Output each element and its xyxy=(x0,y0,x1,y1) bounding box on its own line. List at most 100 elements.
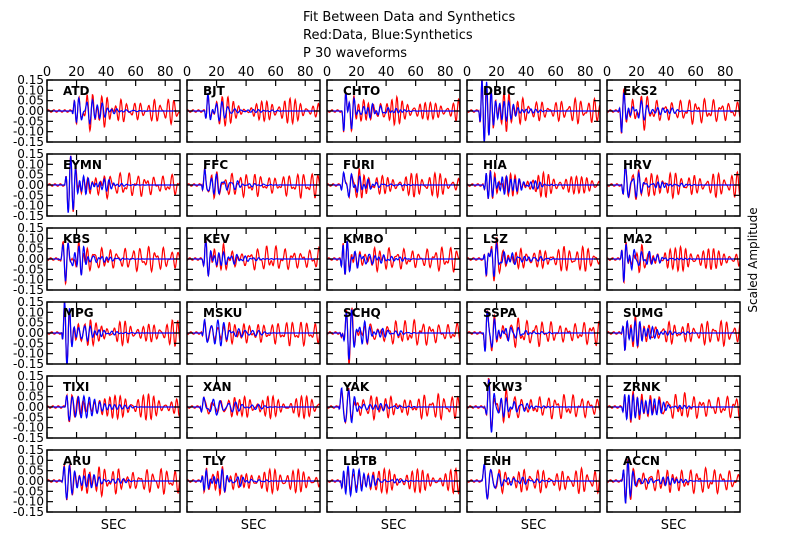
station-label: BJT xyxy=(203,84,226,98)
station-label: KBS xyxy=(63,232,90,246)
station-label: SSPA xyxy=(483,306,517,320)
panel-eymn: EYMN 0.150.100.050.00-0.05-0.10-0.15 xyxy=(13,147,181,223)
panel-ma2: MA2 xyxy=(606,227,741,291)
panel-schq: SCHQ xyxy=(326,301,461,365)
x-tick-label: 80 xyxy=(577,65,594,80)
station-label: MA2 xyxy=(623,232,653,246)
synthetics-trace xyxy=(47,394,180,422)
x-tick-label: 60 xyxy=(687,65,704,80)
y-tick-label: 0.00 xyxy=(17,104,44,118)
x-tick-label: 40 xyxy=(238,65,255,80)
x-tick-label: 40 xyxy=(98,65,115,80)
synthetics-trace xyxy=(607,243,740,283)
x-tick-label: 60 xyxy=(547,65,564,80)
station-label: ACCN xyxy=(623,454,660,468)
panel-lbtb: LBTB SEC xyxy=(326,449,461,533)
y-tick-label: 0.15 xyxy=(17,73,44,87)
x-tick-label: 20 xyxy=(628,65,645,80)
y-tick-label: 0.10 xyxy=(17,231,44,245)
panel-atd: ATD 0 20 40 60 80 0.150.100.050.00-0.05-0.10-0… xyxy=(13,65,181,149)
synthetics-trace xyxy=(607,393,740,422)
station-label: HIA xyxy=(483,158,508,172)
synthetics-trace xyxy=(47,242,180,282)
y-tick-label: 0.10 xyxy=(17,83,44,97)
x-axis-label: SEC xyxy=(101,518,127,533)
y-axis-label: Scaled Amplitude xyxy=(746,207,760,312)
panel-hrv: HRV xyxy=(606,153,741,217)
panel-kmbo: KMBO xyxy=(326,227,461,291)
y-tick-label: 0.05 xyxy=(17,168,44,182)
y-tick-label: -0.15 xyxy=(13,357,44,371)
x-axis-label: SEC xyxy=(381,518,407,533)
y-tick-label: 0.10 xyxy=(17,157,44,171)
y-tick-label: 0.05 xyxy=(17,464,44,478)
synthetics-trace xyxy=(467,462,600,501)
synthetics-trace xyxy=(47,96,180,126)
x-tick-label: 20 xyxy=(488,65,505,80)
panel-tixi: TIXI 0.150.100.050.00-0.05-0.10-0.15 xyxy=(13,369,181,445)
x-axis-label: SEC xyxy=(241,518,267,533)
panel-xan: XAN xyxy=(186,375,321,439)
panel-lsz: LSZ xyxy=(466,227,601,291)
panel-msku: MSKU xyxy=(186,301,321,365)
y-tick-label: -0.10 xyxy=(13,421,44,435)
station-label: ZRNK xyxy=(623,380,661,394)
y-tick-label: 0.15 xyxy=(17,147,44,161)
station-label: FURI xyxy=(343,158,375,172)
panel-hia: HIA xyxy=(466,153,601,217)
x-tick-label: 40 xyxy=(658,65,675,80)
x-tick-label: 0 xyxy=(603,65,611,80)
figure-title: Fit Between Data and Synthetics Red:Data… xyxy=(303,10,516,61)
data-trace xyxy=(187,394,320,420)
y-tick-label: 0.00 xyxy=(17,326,44,340)
y-tick-label: 0.15 xyxy=(17,221,44,235)
synthetics-trace xyxy=(187,168,320,196)
station-label: DBIC xyxy=(483,84,516,98)
station-label: TLY xyxy=(203,454,226,468)
synthetics-trace xyxy=(467,310,600,352)
synthetics-trace xyxy=(467,379,600,433)
panel-mpg: MPG 0.150.100.050.00-0.05-0.10-0.15 xyxy=(13,295,181,371)
panel-bjt: BJT 0 20 40 60 80 xyxy=(183,65,321,143)
panel-eks2: EKS2 0 20 40 60 80 xyxy=(603,65,741,143)
synthetics-trace xyxy=(607,459,740,504)
y-tick-label: 0.15 xyxy=(17,369,44,383)
panel-chto: CHTO 0 20 40 60 80 xyxy=(323,65,461,143)
x-axis-label: SEC xyxy=(521,518,547,533)
data-trace xyxy=(187,466,320,497)
synthetics-trace xyxy=(187,240,320,278)
synthetics-trace xyxy=(607,92,740,134)
synthetics-trace xyxy=(327,465,460,498)
synthetics-trace xyxy=(47,155,180,213)
y-tick-label: 0.00 xyxy=(17,400,44,414)
panel-aru: ARU 0.150.100.050.00-0.05-0.10-0.15 SEC xyxy=(13,443,181,533)
synthetics-trace xyxy=(607,318,740,351)
y-tick-label: -0.05 xyxy=(13,262,44,276)
x-tick-label: 80 xyxy=(297,65,314,80)
synthetics-trace xyxy=(327,92,460,131)
x-tick-label: 0 xyxy=(463,65,471,80)
y-tick-label: -0.15 xyxy=(13,431,44,445)
synthetics-trace xyxy=(187,396,320,416)
panel-sumg: SUMG xyxy=(606,301,741,365)
x-tick-label: 60 xyxy=(127,65,144,80)
data-trace xyxy=(327,167,460,200)
y-tick-label: -0.10 xyxy=(13,347,44,361)
panel-dbic: DBIC 0 20 40 60 80 xyxy=(463,65,601,143)
x-tick-label: 80 xyxy=(717,65,734,80)
synthetics-trace xyxy=(467,80,600,142)
panel-accn: ACCN SEC xyxy=(606,449,741,533)
data-trace xyxy=(47,392,180,423)
synthetics-trace xyxy=(47,302,180,364)
y-tick-label: 0.15 xyxy=(17,295,44,309)
station-label: CHTO xyxy=(343,84,380,98)
y-tick-label: 0.00 xyxy=(17,252,44,266)
synthetics-trace xyxy=(467,170,600,199)
x-tick-label: 20 xyxy=(208,65,225,80)
station-label: KEV xyxy=(203,232,230,246)
x-axis-label: SEC xyxy=(661,518,687,533)
y-tick-label: 0.00 xyxy=(17,178,44,192)
y-tick-label: -0.05 xyxy=(13,484,44,498)
y-tick-label: 0.10 xyxy=(17,379,44,393)
panel-furi: FURI xyxy=(326,153,461,217)
